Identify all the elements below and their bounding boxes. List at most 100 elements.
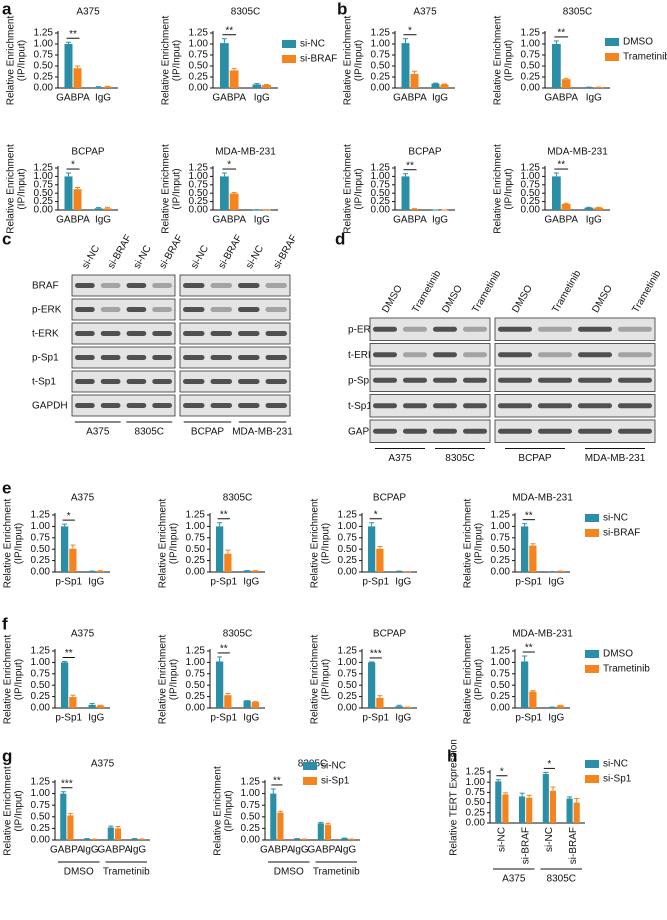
bar	[220, 43, 229, 88]
y-tick-label: 1.25	[371, 163, 391, 174]
chart-title: MDA-MB-231	[215, 147, 276, 158]
y-tick-label: 0.50	[241, 811, 261, 822]
blot-band	[373, 403, 397, 409]
blot-strip	[494, 368, 656, 392]
row-label: t-Sp1	[348, 401, 372, 412]
blot-band	[618, 403, 652, 409]
bar	[495, 781, 502, 823]
blot-band	[578, 352, 612, 358]
bar	[61, 662, 69, 708]
bar	[549, 790, 556, 823]
blot-band	[265, 331, 287, 336]
group-label: 8305C	[547, 874, 576, 885]
blot-band	[126, 307, 147, 312]
blot-band	[75, 403, 95, 408]
x-tick-label: p-Sp1	[515, 577, 542, 588]
x-tick-label: IgG	[243, 577, 259, 588]
x-tick-label: IgG	[88, 713, 104, 724]
legend-label: si-BRAF	[300, 54, 337, 65]
x-tick-label: GABPA	[393, 215, 427, 226]
bar	[103, 208, 112, 210]
legend-label: Trametinib	[623, 52, 667, 63]
y-tick-label: 0.75	[371, 179, 391, 190]
row-label: p-Sp1	[348, 375, 375, 386]
blot-band	[373, 428, 397, 434]
error-bar	[115, 826, 121, 829]
y-tick-label: 0.25	[521, 196, 541, 207]
x-tick-label: p-Sp1	[55, 577, 82, 588]
blot-band	[498, 352, 532, 358]
blot-band	[463, 428, 487, 434]
column-label: Trametinib	[470, 268, 503, 314]
error-bar	[221, 172, 227, 177]
y-tick-label: 0.00	[186, 567, 206, 578]
blot-band	[498, 428, 532, 434]
chart-title: BCPAP	[373, 629, 406, 640]
blot-band	[578, 403, 612, 409]
y-axis-label: Relative Enrichment	[3, 499, 14, 589]
y-tick-label: 0.75	[189, 179, 209, 190]
y-tick-label: 0.25	[338, 555, 358, 566]
bar	[376, 548, 384, 572]
y-tick-label: 0.50	[31, 680, 51, 691]
x-tick-label: GABPA	[56, 93, 90, 104]
chart-title: A375	[413, 7, 437, 18]
y-axis-label: (IP/Input)	[14, 523, 25, 564]
legend-label: DMSO	[603, 649, 633, 660]
group-label: 8305C	[445, 453, 474, 464]
y-axis-label: Relative Enrichment	[161, 144, 172, 234]
legend-swatch	[303, 762, 317, 770]
error-bar	[66, 172, 71, 177]
y-tick-label: 0.00	[189, 205, 209, 216]
x-tick-label: IgG	[83, 845, 99, 856]
bar	[368, 662, 376, 708]
blot-strip	[71, 274, 176, 297]
y-axis-label: (IP/Input)	[17, 168, 28, 209]
y-axis-label: Relative Enrichment	[213, 766, 224, 856]
error-bar	[522, 655, 528, 662]
y-axis-label: Relative Enrichment	[158, 635, 169, 725]
blot-band	[463, 326, 487, 332]
blot-band	[126, 403, 147, 408]
blot-band	[126, 355, 147, 360]
blot-band	[403, 428, 427, 434]
y-tick-label: 0.75	[491, 668, 511, 679]
blot-band	[183, 331, 205, 336]
group-label: A375	[388, 453, 412, 464]
bar	[566, 798, 573, 823]
y-tick-label: 0.00	[338, 567, 358, 578]
group-label: 8305C	[135, 427, 164, 438]
bar	[252, 84, 262, 88]
y-tick-label: 0.75	[338, 532, 358, 543]
group-label: Trametinib	[313, 867, 360, 878]
error-bar	[89, 702, 95, 705]
blot-band	[126, 379, 147, 384]
y-tick-label: 0.25	[34, 196, 54, 207]
legend-label: si-Sp1	[321, 776, 350, 787]
y-tick-label: 0.50	[186, 544, 206, 555]
x-tick-label: GABPA	[50, 845, 84, 856]
y-tick-label: 1.00	[186, 521, 206, 532]
y-tick-label: 1.00	[189, 39, 209, 50]
x-tick-label: IgG	[395, 713, 411, 724]
y-axis-label: Relative Enrichment	[343, 144, 354, 234]
y-axis-label: (IP/Input)	[474, 659, 485, 700]
blot-strip	[369, 419, 491, 443]
bar	[73, 68, 82, 88]
blot-strip	[369, 368, 491, 392]
significance-label: *	[67, 511, 71, 522]
y-axis-label: (IP/Input)	[504, 40, 515, 81]
blot-band	[100, 355, 121, 360]
blot-strip	[494, 343, 656, 367]
y-tick-label: 0.75	[241, 800, 261, 811]
y-tick-label: 0.00	[189, 83, 209, 94]
chart-title: BCPAP	[408, 147, 441, 158]
error-bar	[567, 796, 573, 799]
y-axis-label: Relative Enrichment	[310, 499, 321, 589]
blot-strip	[71, 298, 176, 321]
bar	[251, 702, 259, 708]
bar	[67, 815, 74, 840]
bar	[114, 828, 121, 840]
y-axis-label: Relative Enrichment	[463, 635, 474, 725]
y-tick-label: 0.50	[34, 61, 54, 72]
